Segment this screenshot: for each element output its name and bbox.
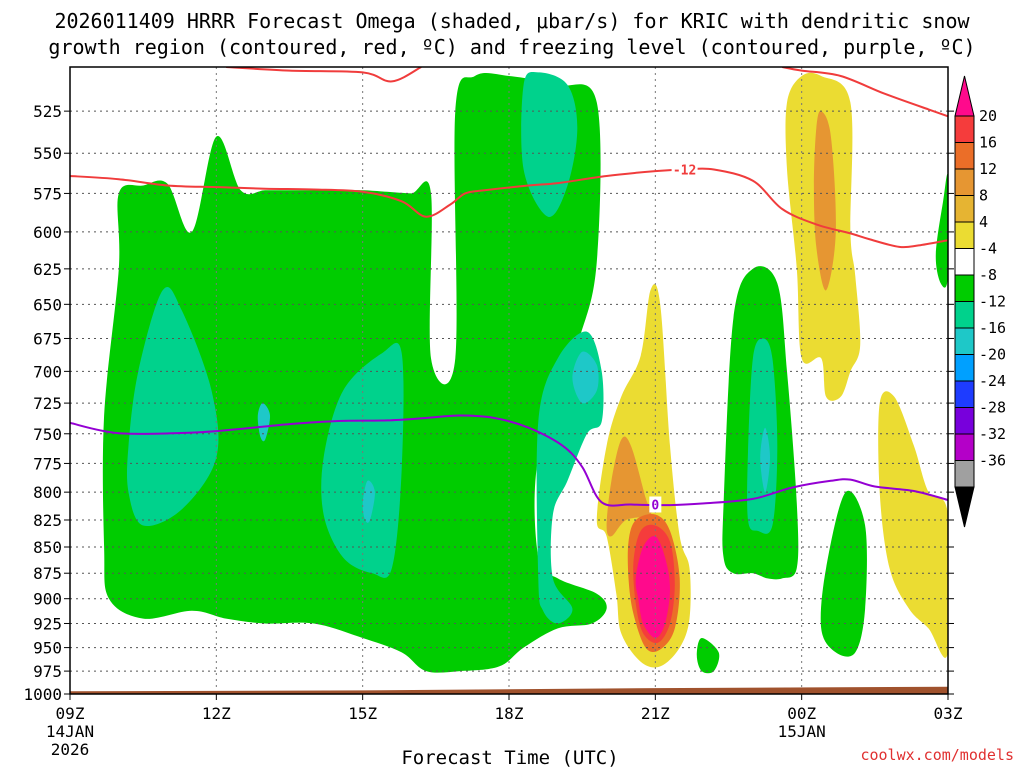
colorbar-segment — [954, 115, 975, 143]
x-tick-label: 15Z — [348, 704, 377, 723]
dendritic-contour-line-2 — [782, 67, 948, 118]
contour-label-bg — [649, 496, 662, 513]
freezing-level-label: 0 — [651, 499, 659, 514]
colorbar-label: -12 — [979, 293, 1006, 311]
x-tick-label: 09Z — [56, 704, 85, 723]
y-tick-label: 625 — [33, 260, 62, 279]
colorbar-label: 4 — [979, 213, 988, 231]
y-tick-label: 575 — [33, 184, 62, 203]
colorbar-bottom-triangle — [954, 486, 975, 528]
y-tick-label: 975 — [33, 662, 62, 681]
omega-region-17 — [606, 436, 652, 537]
colorbar-label: -20 — [979, 346, 1006, 364]
colorbar-segment — [954, 433, 975, 461]
contour-label-bg — [671, 161, 698, 178]
y-tick-label: 950 — [33, 639, 62, 658]
y-tick-label: 925 — [33, 614, 62, 633]
omega-shading — [102, 72, 948, 674]
omega-region-13 — [760, 427, 770, 493]
x-tick-label: 12Z — [202, 704, 231, 723]
y-tick-label: 1000 — [23, 685, 62, 704]
colorbar-label: -36 — [979, 452, 1006, 470]
chart-title-line1: 2026011409 HRRR Forecast Omega (shaded, … — [54, 9, 970, 33]
y-tick-label: 650 — [33, 295, 62, 314]
colorbar-label: 16 — [979, 134, 997, 152]
y-tick-label: 875 — [33, 564, 62, 583]
colorbar-segment — [954, 142, 975, 170]
x-tick-label: 03Z — [934, 704, 963, 723]
y-tick-label: 550 — [33, 144, 62, 163]
omega-region-11 — [257, 403, 271, 442]
colorbar-label: -28 — [979, 399, 1006, 417]
y-tick-label: 725 — [33, 394, 62, 413]
y-tick-label: 825 — [33, 511, 62, 530]
dendritic-contour-line-1 — [70, 167, 948, 249]
grid-lines — [70, 67, 948, 695]
colorbar-label: -8 — [979, 266, 997, 284]
contour-lines: -12 0 — [70, 67, 948, 514]
x-tick-label: 21Z — [641, 704, 670, 723]
y-tick-label: 800 — [33, 483, 62, 502]
omega-region-16 — [878, 391, 948, 658]
colorbar-segment — [954, 327, 975, 355]
colorbar-label: 20 — [979, 107, 997, 125]
colorbar-label: -32 — [979, 425, 1006, 443]
omega-region-18 — [813, 110, 836, 291]
freezing-level-line — [70, 414, 948, 507]
colorbar-segment — [954, 407, 975, 435]
colorbar-label: 12 — [979, 160, 997, 178]
y-axis: 525 550 575 600 625 650 675 700 725 750 775 800 825 8… — [23, 102, 954, 704]
colorbar: 20 16 12 8 4 -4 -8 -12 -16 -20 -24 -28 -32 -36 — [954, 75, 1006, 528]
colorbar-segment — [954, 380, 975, 408]
colorbar-top-triangle — [954, 75, 975, 117]
colorbar-label: -16 — [979, 319, 1006, 337]
omega-region-7 — [521, 72, 578, 217]
omega-region-4 — [935, 174, 948, 288]
omega-region-21 — [635, 535, 670, 638]
colorbar-label: -24 — [979, 372, 1006, 390]
omega-region-8 — [536, 331, 604, 624]
colorbar-segment — [954, 168, 975, 196]
y-tick-label: 700 — [33, 362, 62, 381]
x-axis-label: Forecast Time (UTC) — [401, 747, 618, 768]
colorbar-segment — [954, 195, 975, 223]
omega-region-1 — [696, 637, 720, 674]
omega-region-3 — [820, 490, 867, 657]
chart-title-line2: growth region (contoured, red, ºC) and f… — [48, 35, 975, 59]
colorbar-segment — [954, 301, 975, 329]
omega-region-10 — [572, 351, 599, 404]
y-tick-label: 900 — [33, 590, 62, 609]
colorbar-segment — [954, 221, 975, 249]
y-tick-label: 850 — [33, 538, 62, 557]
omega-region-9 — [747, 338, 778, 534]
x-tick-date: 15JAN — [778, 722, 826, 741]
y-tick-label: 600 — [33, 223, 62, 242]
colorbar-label: 8 — [979, 187, 988, 205]
y-tick-label: 775 — [33, 454, 62, 473]
colorbar-label: -4 — [979, 240, 997, 258]
credit-link[interactable]: coolwx.com/models — [860, 746, 1014, 764]
omega-region-0 — [102, 73, 607, 673]
omega-region-12 — [362, 480, 375, 523]
dendritic-contour-label: -12 — [673, 164, 696, 179]
y-tick-label: 750 — [33, 425, 62, 444]
terrain-fill — [70, 686, 948, 694]
colorbar-segment — [954, 274, 975, 302]
colorbar-segment — [954, 248, 975, 276]
y-tick-label: 525 — [33, 102, 62, 121]
colorbar-segment — [954, 460, 975, 488]
terrain-ground — [70, 686, 948, 694]
omega-region-5 — [126, 286, 219, 527]
x-tick-date: 14JAN — [46, 722, 94, 741]
x-tick-year: 2026 — [51, 740, 90, 759]
dendritic-contour-line-0 — [226, 67, 422, 83]
colorbar-segment — [954, 354, 975, 382]
omega-region-6 — [321, 342, 404, 578]
x-tick-label: 00Z — [787, 704, 816, 723]
x-tick-label: 18Z — [495, 704, 524, 723]
y-tick-label: 675 — [33, 329, 62, 348]
